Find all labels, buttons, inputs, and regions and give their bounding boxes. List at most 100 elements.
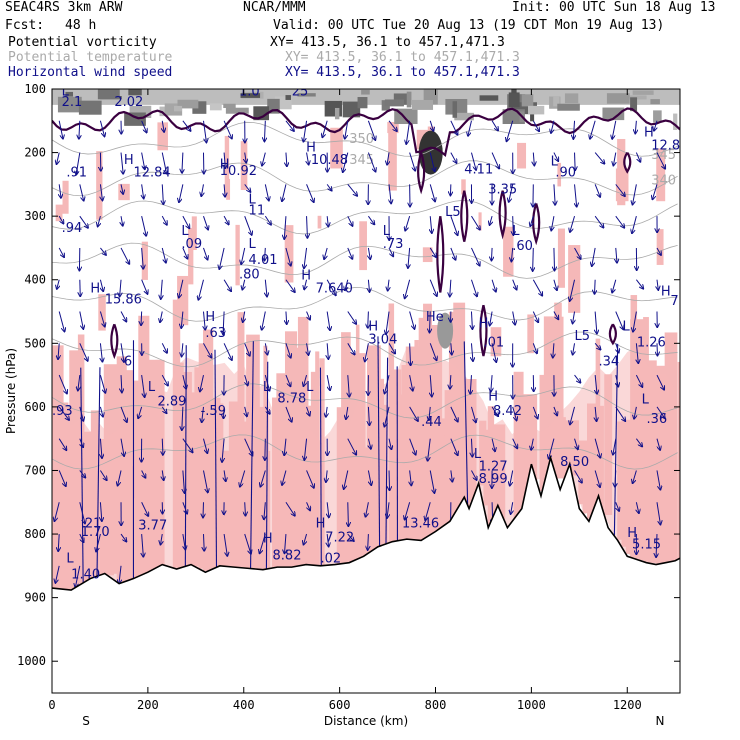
wind-annotations: L2.1 2.021.0 25H12.86H12.84.91H10.48H10.92…	[52, 89, 680, 583]
wind-vector	[182, 215, 189, 228]
strat-patch	[521, 94, 534, 107]
pv-contour	[498, 190, 507, 240]
wind-vector	[162, 120, 164, 132]
wind-vector	[491, 120, 498, 131]
wind-annotation: .21	[81, 517, 102, 532]
wind-vector	[368, 247, 370, 259]
strat-patch	[128, 89, 142, 96]
wind-vector	[244, 438, 253, 456]
wind-vector	[592, 247, 596, 266]
wind-vector	[326, 406, 327, 417]
wind-vector	[161, 374, 168, 385]
wind-vector	[265, 247, 266, 260]
wind-vector	[428, 438, 431, 461]
wind-vector	[161, 406, 166, 413]
strat-patch	[285, 95, 292, 100]
wind-column	[378, 336, 380, 566]
pv-shade-blob	[330, 127, 343, 169]
wind-vector	[223, 311, 224, 335]
wind-vector	[554, 406, 557, 415]
y-tick-label: 900	[24, 591, 46, 605]
wind-vector	[343, 152, 349, 172]
wind-vector	[450, 215, 458, 235]
field-xy-pv: XY= 413.5, 36.1 to 457.1,471.3	[270, 35, 505, 50]
wind-vector	[181, 311, 183, 328]
wind-vector	[327, 533, 328, 546]
strat-patch	[223, 103, 236, 109]
theta-contour	[52, 242, 678, 279]
wind-vectors	[54, 120, 665, 604]
wind-vector	[532, 120, 539, 131]
field-name-wind: Horizontal wind speed	[8, 65, 173, 80]
y-tick-label: 200	[24, 146, 46, 160]
strat-patch	[357, 97, 368, 109]
wind-vector	[76, 152, 81, 175]
strat-patch	[225, 107, 249, 114]
wind-annotation: 1.26	[637, 335, 666, 350]
wind-vector	[656, 247, 661, 255]
strat-patch	[454, 112, 474, 121]
wind-vector	[245, 406, 247, 416]
strat-patch	[406, 91, 412, 108]
pv-shade-blob	[240, 141, 248, 191]
wind-annotation: L	[622, 320, 630, 335]
wind-vector	[510, 470, 514, 485]
wind-vector	[200, 374, 204, 391]
strat-patch	[557, 103, 580, 111]
wind-column	[250, 341, 254, 588]
wind-annotation: L	[148, 380, 156, 395]
wind-vector	[244, 533, 251, 554]
wind-vector	[162, 470, 163, 480]
wind-vector	[386, 311, 390, 334]
wind-vector	[282, 470, 287, 484]
wind-annotation: .73	[383, 237, 404, 252]
wind-annotation: 6	[124, 355, 132, 370]
wind-vector	[141, 120, 147, 133]
theta-label: 345	[651, 148, 676, 163]
wind-vector	[590, 120, 596, 139]
wind-annotation: L	[249, 192, 257, 207]
wind-vector	[385, 374, 390, 393]
wind-vector	[307, 406, 310, 416]
strat-patch	[209, 103, 222, 111]
wind-vector	[121, 152, 123, 174]
strat-patch	[632, 90, 654, 95]
wind-vector	[429, 247, 436, 257]
wind-annotation: 13.46	[402, 517, 439, 532]
strat-patch	[384, 99, 404, 107]
wind-vector	[388, 279, 389, 291]
strat-patch	[78, 100, 102, 115]
pv-shade-blob	[191, 216, 197, 251]
pv-shade-streak	[677, 361, 680, 560]
wind-vector	[347, 533, 354, 541]
wind-annotation: 1.40	[71, 568, 100, 583]
wind-annotation: H	[488, 390, 498, 405]
wind-vector	[491, 247, 492, 260]
wind-vector	[633, 311, 637, 332]
wind-vector	[613, 438, 617, 455]
pv-shade-blob	[359, 221, 367, 271]
y-tick-label: 1000	[17, 654, 46, 668]
wind-vector	[245, 502, 246, 515]
wind-annotation: 2.89	[157, 395, 186, 410]
wind-annotation: L	[306, 380, 314, 395]
y-axis-title: Pressure (hPa)	[4, 348, 18, 434]
wind-vector	[346, 406, 348, 419]
wind-vector	[365, 343, 369, 361]
theta-contour	[52, 383, 678, 419]
wind-vector	[595, 375, 597, 393]
wind-vector	[594, 152, 604, 164]
wind-annotation: 15.86	[105, 292, 142, 307]
wind-vector	[551, 120, 555, 133]
wind-annotation: L	[263, 380, 271, 395]
strat-patch	[177, 99, 199, 109]
strat-patch	[479, 95, 499, 101]
wind-vector	[307, 311, 310, 320]
wind-vector	[387, 502, 389, 518]
wind-vector	[388, 120, 397, 131]
strat-patch	[553, 96, 560, 107]
wind-vector	[409, 152, 416, 171]
terrain-line	[52, 454, 680, 591]
pv-contour	[417, 152, 426, 195]
